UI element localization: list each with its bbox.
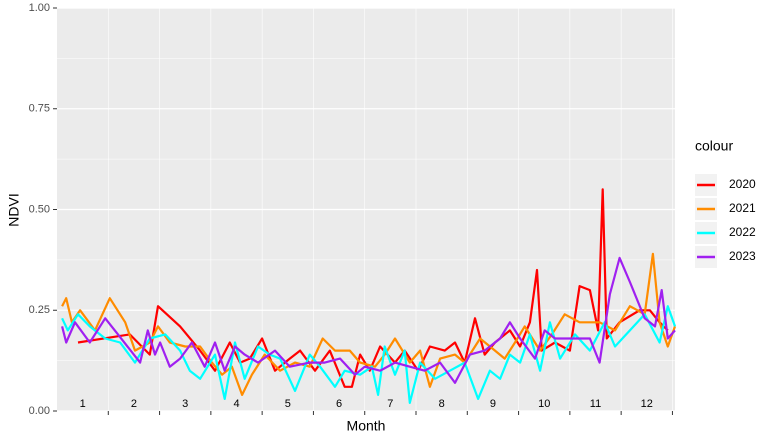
month-label: 4	[233, 398, 239, 410]
series-line	[61, 256, 676, 384]
month-label: 7	[387, 398, 393, 410]
month-label: 10	[538, 398, 550, 410]
y-tick-label: 0.50	[29, 203, 50, 215]
month-label: 1	[80, 398, 86, 410]
month-label: 8	[439, 398, 445, 410]
legend: 2020 2021 2022 2023	[695, 174, 756, 268]
axes: 0.000.250.500.751.001 2 3 4 5 6 7 8 9 10 11 12	[29, 2, 673, 417]
month-label: 6	[336, 398, 342, 410]
legend-label: 2020	[729, 177, 756, 191]
legend-label: 2021	[729, 201, 756, 215]
month-label: 11	[590, 398, 601, 410]
month-label: 3	[182, 398, 188, 410]
y-tick-label: 0.25	[29, 304, 50, 316]
y-tick-label: 0.00	[29, 405, 50, 417]
legend-title: colour	[695, 138, 733, 154]
series-line	[61, 305, 677, 404]
legend-label: 2022	[729, 225, 756, 239]
month-label: 9	[490, 398, 496, 410]
legend-label: 2023	[729, 249, 756, 263]
month-label: 5	[285, 398, 291, 410]
y-tick-label: 0.75	[29, 103, 50, 115]
month-label: 2	[131, 398, 137, 410]
x-axis-title: Month	[347, 418, 386, 434]
month-label: 12	[641, 398, 653, 410]
y-axis-title: NDVI	[6, 193, 22, 226]
series-line	[61, 252, 677, 396]
lines	[61, 188, 677, 404]
y-tick-label: 1.00	[29, 2, 50, 14]
